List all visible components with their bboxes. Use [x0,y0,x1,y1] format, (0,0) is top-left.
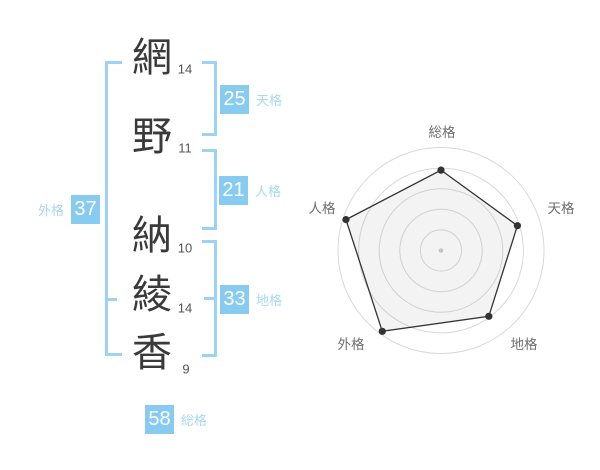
gaikaku-score-label: 外格 [38,203,65,218]
gaikaku-bracket-line [105,61,108,356]
radar-axis-label-chikaku: 地格 [510,337,538,352]
stroke-count-5: 9 [182,361,190,377]
name-char-5: 香 [132,331,172,375]
name-char-2: 野 [132,115,172,159]
tenkaku-score-value: 25 [220,85,249,114]
tenkaku-bracket-bottom-arm [202,133,217,136]
gaikaku-score-value: 37 [71,195,101,224]
jinkaku-bracket-top-arm [202,149,217,152]
chikaku-bracket-line [214,240,217,357]
radar-vertex-dot [437,166,445,174]
chikaku-score-label: 地格 [256,293,283,308]
jinkaku-bracket-bottom-arm [202,227,217,230]
gaikaku-score-chip: 外格 37 [38,195,101,224]
stroke-count-1: 14 [177,61,193,77]
soukaku-score-chip: 58 総格 [145,405,207,434]
radar-vertex-dot [485,312,493,320]
radar-vertex-dot [342,216,350,224]
tenkaku-bracket-top-arm [202,61,217,64]
stroke-count-3: 10 [177,240,193,256]
name-char-3: 納 [132,214,172,258]
radar-grid-ring [378,188,504,313]
gaikaku-bracket-top-arm [105,61,122,64]
tenkaku-score-chip: 25 天格 [220,85,282,114]
radar-axis-label-soukaku: 総格 [428,125,456,140]
gaikaku-bracket-mid-tick [105,298,117,301]
radar-vertex-dot [378,327,386,335]
jinkaku-bracket-line [214,149,217,230]
stroke-count-4: 14 [177,300,193,316]
name-char-1: 網 [132,36,172,80]
chikaku-bracket-bottom-arm [202,354,217,357]
stroke-count-2: 11 [178,140,192,156]
jinkaku-score-chip: 21 人格 [219,176,281,205]
chikaku-score-value: 33 [220,285,249,314]
chikaku-score-chip: 33 地格 [220,285,282,314]
chikaku-bracket-mid-tick [204,297,214,300]
jinkaku-score-label: 人格 [255,184,282,199]
radar-axis-label-tenkaku: 天格 [547,201,575,216]
radar-chart-canvas [337,147,545,354]
radar-grid-ring [337,147,545,354]
radar-axis-label-jinkaku: 人格 [308,201,336,216]
chikaku-bracket-top-arm [202,240,217,243]
jinkaku-score-value: 21 [219,176,248,205]
soukaku-score-label: 総格 [181,413,208,428]
radar-vertex-dot [513,222,522,230]
name-char-4: 綾 [132,273,172,317]
radar-grid-ring [419,229,463,272]
soukaku-score-value: 58 [145,405,174,434]
radar-center-dot [438,248,444,253]
radar-axis-label-gaikaku: 外格 [337,337,365,352]
gaikaku-bracket-bottom-arm [105,353,122,356]
tenkaku-score-label: 天格 [256,93,283,108]
radar-grid-ring [399,208,483,293]
tenkaku-bracket-line [214,61,217,136]
radar-polygon [345,169,519,333]
